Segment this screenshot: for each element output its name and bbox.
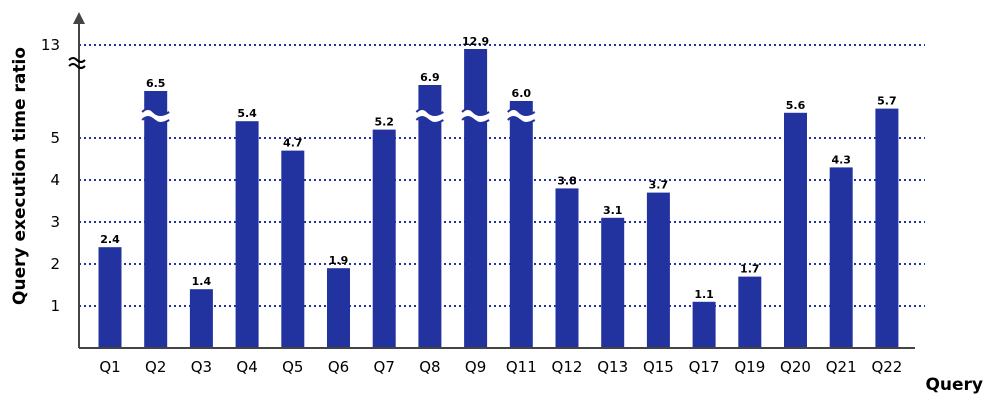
y-tick-label: 13	[41, 36, 60, 54]
value-label: 2.4	[100, 233, 120, 246]
bar-q3	[189, 289, 213, 348]
bar-q17	[692, 301, 716, 348]
value-label: 5.2	[374, 116, 394, 129]
bar-q20	[784, 112, 807, 348]
x-tick-label: Q13	[597, 358, 628, 376]
bar-q9	[464, 49, 488, 348]
x-tick-label: Q20	[780, 358, 811, 376]
bar-q19	[738, 276, 762, 348]
value-label: 4.3	[831, 153, 851, 166]
bar-break-line	[507, 108, 536, 116]
x-tick-label: Q1	[99, 358, 120, 376]
bar-q4	[235, 121, 259, 348]
y-tick-label: 5	[50, 129, 60, 147]
bar-q12	[555, 188, 579, 348]
value-label: 3.1	[603, 204, 623, 217]
bar-break-line	[415, 108, 444, 116]
value-label: 4.7	[283, 137, 303, 150]
value-label: 12.9	[462, 35, 489, 48]
value-label: 1.9	[329, 254, 349, 267]
bar-q8	[418, 85, 442, 348]
bar-break-line	[415, 116, 444, 124]
bar-q11	[509, 101, 533, 348]
bar-break-line	[461, 108, 490, 116]
x-tick-label: Q12	[552, 358, 583, 376]
x-tick-labels: Q1 Q2 Q3 Q4 Q5 Q6 Q7 Q8 Q9 Q11 Q12 Q13 Q15 Q17 Q19 Q20 Q…	[99, 358, 902, 376]
value-label: 1.1	[694, 288, 714, 301]
bar-break-icon	[416, 109, 444, 123]
x-tick-label: Q5	[282, 358, 303, 376]
x-tick-label: Q3	[191, 358, 212, 376]
x-tick-label: Q2	[145, 358, 166, 376]
bar-q7	[372, 129, 396, 348]
bar-break-icon	[142, 109, 170, 123]
y-tick-label: 4	[50, 171, 60, 189]
bar-break-icon	[462, 109, 490, 123]
x-tick-label: Q4	[236, 358, 257, 376]
bar-q21	[829, 167, 853, 348]
x-axis-title: Query	[925, 375, 983, 395]
x-tick-label: Q22	[871, 358, 902, 376]
x-tick-label: Q21	[826, 358, 857, 376]
bar-break-line	[507, 116, 536, 124]
value-label: 1.7	[740, 263, 760, 276]
y-axis-arrow-icon	[73, 12, 85, 24]
value-label: 6.0	[512, 87, 532, 100]
x-tick-label: Q17	[689, 358, 720, 376]
x-tick-label: Q15	[643, 358, 674, 376]
value-label: 5.6	[786, 99, 806, 112]
x-tick-label: Q11	[506, 358, 537, 376]
x-tick-label: Q19	[734, 358, 765, 376]
y-axis-break-icon	[68, 57, 86, 69]
y-axis-title: Query execution time ratio	[10, 47, 30, 305]
bar-q6	[327, 268, 350, 348]
bar-q13	[601, 217, 625, 348]
bar-q5	[281, 150, 305, 348]
y-tick-label: 1	[50, 297, 60, 315]
bar-break-icon	[507, 109, 535, 123]
value-label: 1.4	[192, 275, 212, 288]
value-labels: 2.4 6.5 1.4 5.4 4.7 1.9 5.2 6.9 12.9 6.0 3.8 3.1 3.7…	[100, 35, 896, 301]
x-tick-label: Q8	[419, 358, 440, 376]
x-tick-label: Q9	[465, 358, 486, 376]
value-label: 5.4	[237, 107, 257, 120]
bars	[98, 49, 899, 348]
axes	[68, 12, 915, 349]
value-label: 6.5	[146, 77, 166, 90]
value-label: 5.7	[877, 95, 897, 108]
value-label: 3.7	[649, 179, 669, 192]
y-tick-label: 2	[50, 255, 60, 273]
x-tick-label: Q6	[328, 358, 349, 376]
bar-q1	[98, 247, 122, 348]
value-label: 6.9	[420, 71, 440, 84]
y-tick-labels: 1 2 3 4 5 13	[41, 36, 60, 315]
bar-break-line	[461, 116, 490, 124]
value-label: 3.8	[557, 174, 577, 187]
bar-q15	[646, 192, 670, 348]
bar-q22	[875, 108, 899, 348]
bar-break-line	[141, 116, 170, 124]
y-tick-label: 3	[50, 213, 60, 231]
x-tick-label: Q7	[374, 358, 395, 376]
bar-q2	[144, 91, 168, 348]
bar-break-line	[141, 108, 170, 116]
